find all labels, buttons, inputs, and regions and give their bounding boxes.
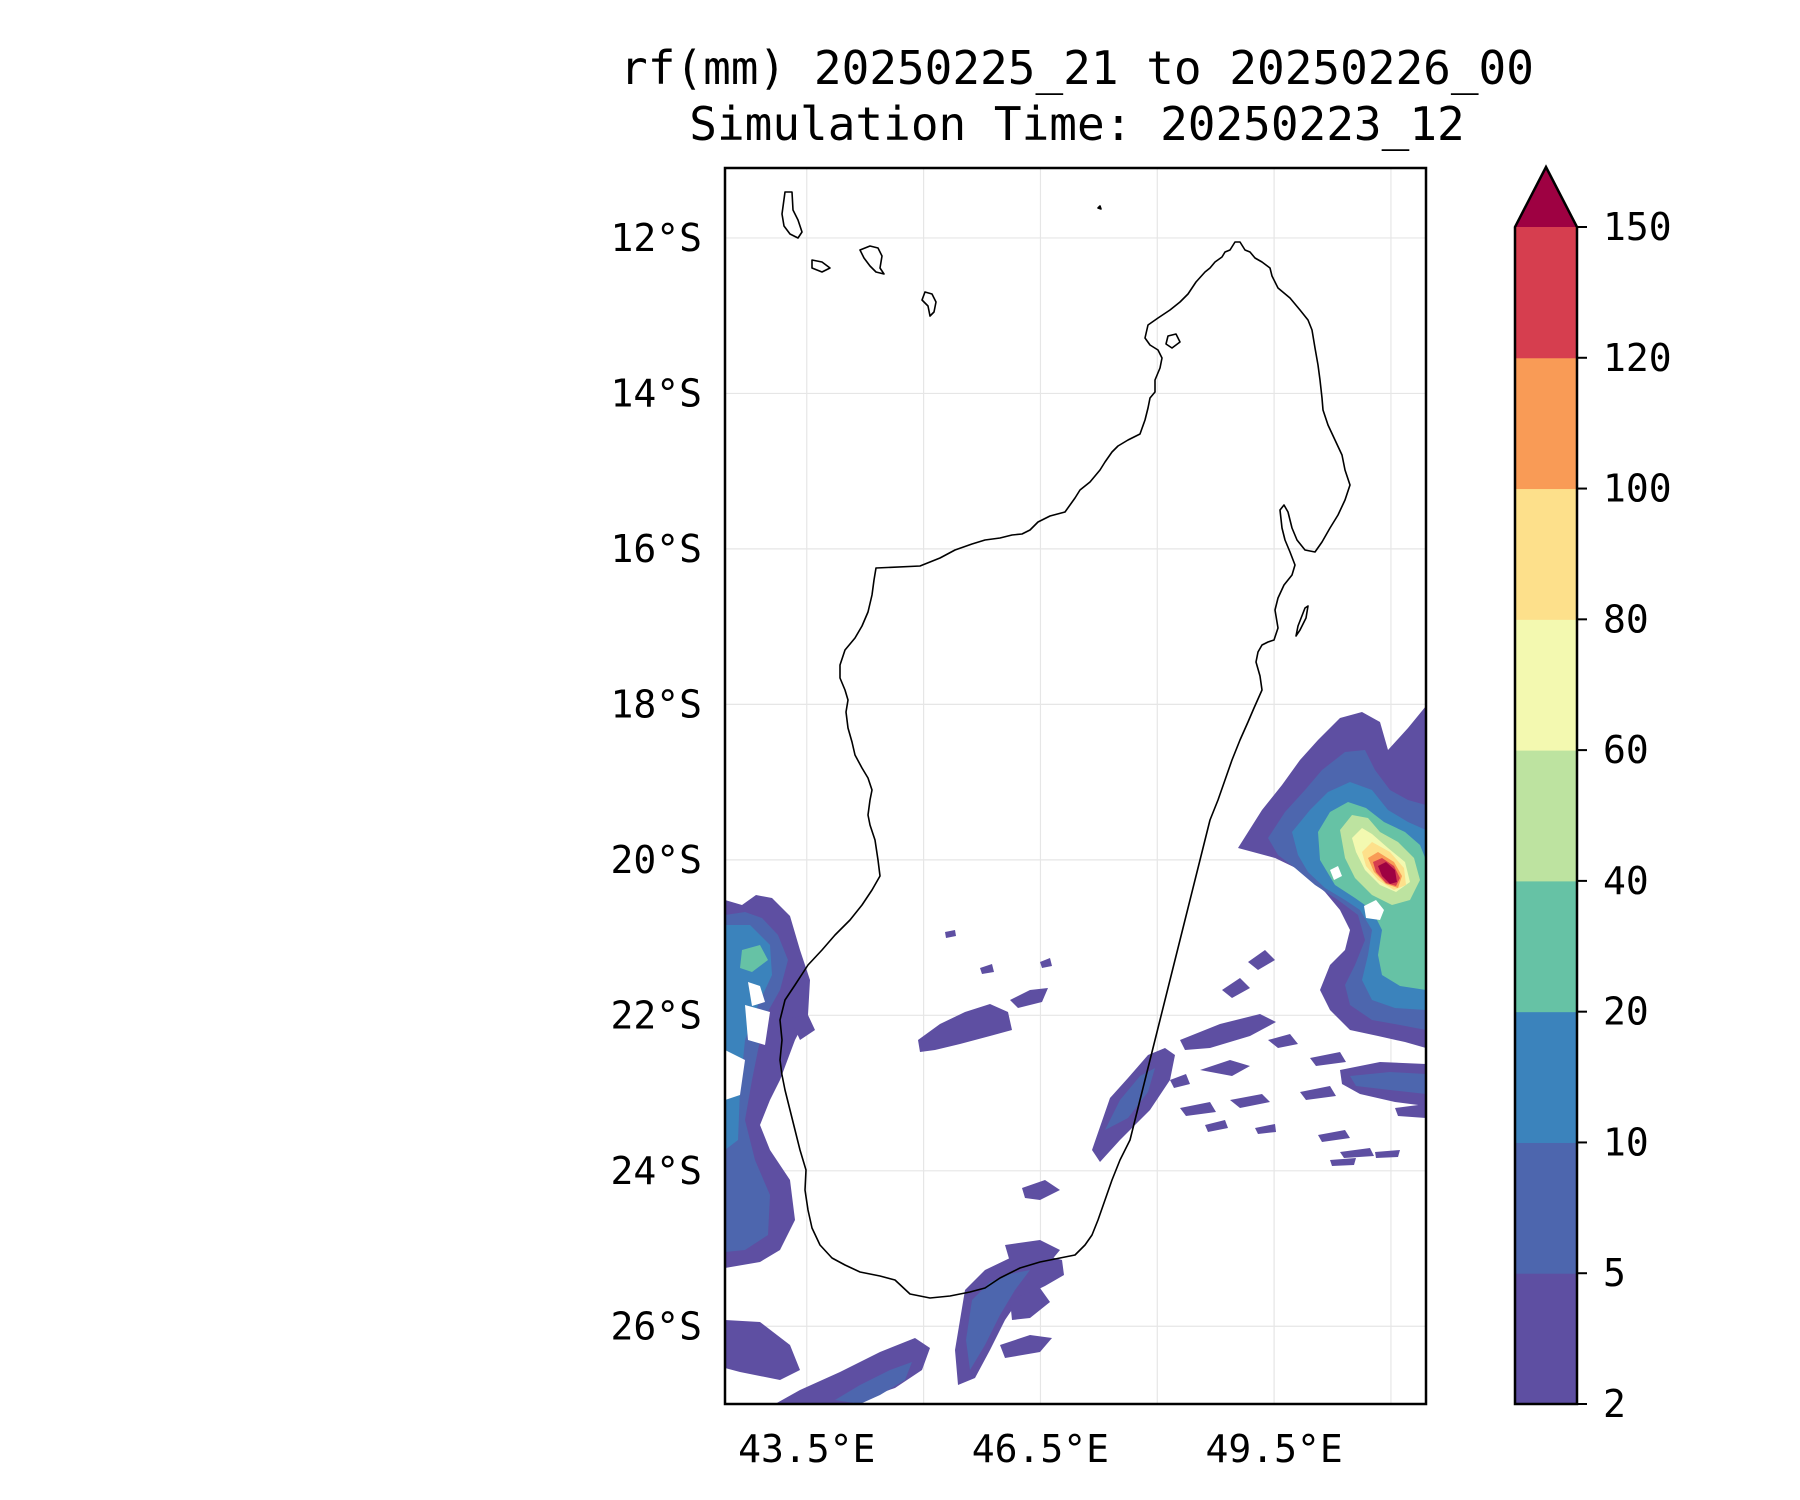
colorbar-outline	[1513, 164, 1579, 1406]
colorbar-tick-label: 40	[1603, 859, 1649, 903]
colorbar-segment	[1515, 1273, 1577, 1405]
lon-tick-label: 43.5°E	[738, 1427, 875, 1471]
colorbar-segment	[1515, 488, 1577, 620]
colorbar-segment	[1515, 750, 1577, 882]
lat-tick-label: 16°S	[610, 527, 702, 571]
island-nosy-be	[1165, 333, 1181, 349]
lat-tick-label: 26°S	[610, 1304, 702, 1348]
island-comoros-2	[811, 259, 831, 273]
colorbar-tick-label: 80	[1603, 597, 1649, 641]
lat-tick-label: 24°S	[610, 1149, 702, 1193]
island-nosy-tiny	[1097, 205, 1102, 210]
colorbar-tick-label: 5	[1603, 1251, 1626, 1295]
lat-tick-label: 20°S	[610, 838, 702, 882]
colorbar-segment	[1515, 880, 1577, 1013]
latitude-labels: 12°S 14°S 16°S 18°S 20°S 22°S 24°S 26°S	[610, 216, 702, 1348]
lat-tick-label: 18°S	[610, 682, 702, 726]
rain-area-central	[918, 930, 1052, 1052]
island-comoros-3	[859, 245, 885, 275]
rainfall-contours	[725, 706, 1426, 1404]
colorbar-segment	[1515, 357, 1577, 490]
coastlines	[779, 191, 1351, 1299]
colorbar-tick-label: 2	[1603, 1382, 1626, 1426]
colorbar-tick-label: 100	[1603, 467, 1672, 511]
colorbar-tick-label: 120	[1603, 336, 1672, 380]
colorbar-segment	[1515, 619, 1577, 751]
lat-tick-label: 14°S	[610, 371, 702, 415]
colorbar-segment	[1515, 227, 1577, 359]
island-mayotte	[921, 291, 937, 317]
colorbar-tick-label: 60	[1603, 728, 1649, 772]
rain-area-west-coast	[725, 895, 930, 1404]
lat-tick-label: 22°S	[610, 993, 702, 1037]
map-title: rf(mm) 20250225_21 to 20250226_00	[620, 41, 1534, 95]
island-sainte-marie	[1295, 605, 1309, 637]
madagascar-coastline	[779, 241, 1351, 1299]
longitude-labels: 43.5°E 46.5°E 49.5°E	[738, 1427, 1343, 1471]
lon-tick-label: 46.5°E	[972, 1427, 1109, 1471]
colorbar-segment	[1515, 1011, 1577, 1143]
map-panel	[723, 166, 1428, 1406]
lat-tick-label: 12°S	[610, 216, 702, 260]
rain-area-cyclone	[1170, 706, 1426, 1166]
colorbar-tick-label: 20	[1603, 990, 1649, 1034]
map-frame	[723, 166, 1428, 1406]
colorbar-tick-label: 150	[1603, 205, 1672, 249]
colorbar: 2 5 10 20 40 60 80 100 120 150	[1513, 164, 1672, 1426]
island-comoros-1	[781, 191, 803, 239]
colorbar-segment	[1515, 1142, 1577, 1274]
lon-tick-label: 49.5°E	[1205, 1427, 1342, 1471]
colorbar-tick-label: 10	[1603, 1120, 1649, 1164]
colorbar-extend-arrow	[1515, 167, 1577, 227]
map-subtitle: Simulation Time: 20250223_12	[689, 97, 1464, 151]
rain-area-south	[955, 1048, 1175, 1385]
